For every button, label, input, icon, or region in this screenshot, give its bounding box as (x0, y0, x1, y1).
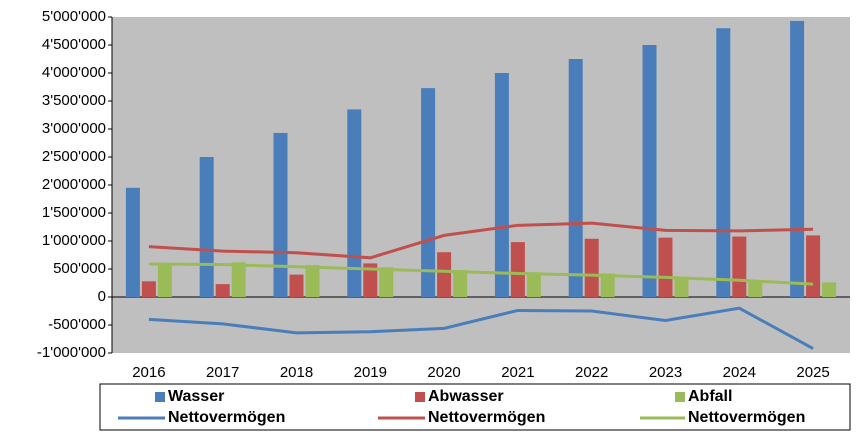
x-tick-label: 2024 (723, 364, 756, 381)
bar (584, 238, 599, 297)
bar (600, 273, 615, 297)
bar (658, 237, 673, 297)
legend-label: Wasser (168, 388, 224, 405)
bar (822, 282, 837, 297)
bar (305, 265, 320, 297)
legend-swatch (415, 392, 425, 402)
bar (289, 274, 304, 297)
legend-swatch (675, 392, 685, 402)
legend-swatch (155, 392, 165, 402)
bar (790, 20, 805, 297)
y-tick-label: 4'500'000 (42, 36, 106, 53)
bar (806, 235, 821, 297)
bar (568, 59, 583, 297)
y-tick-label: 1'500'000 (42, 204, 106, 221)
bar (510, 242, 525, 297)
x-tick-label: 2022 (575, 364, 608, 381)
x-tick-label: 2023 (649, 364, 682, 381)
line-series (148, 262, 814, 286)
bar (526, 272, 541, 297)
x-tick-label: 2017 (206, 364, 239, 381)
y-tick-label: -1'000'000 (37, 344, 106, 361)
bar (674, 276, 689, 297)
legend-label: Nettovermögen (688, 409, 805, 426)
x-tick-label: 2021 (501, 364, 534, 381)
bar (716, 28, 731, 297)
x-tick-label: 2019 (354, 364, 387, 381)
x-tick-label: 2025 (796, 364, 829, 381)
y-tick-label: 3'500'000 (42, 92, 106, 109)
bar (494, 73, 509, 297)
bar (363, 263, 378, 297)
bar (379, 267, 394, 297)
y-tick-label: 500'000 (53, 260, 106, 277)
bar (453, 270, 468, 297)
y-tick-label: 0 (98, 288, 106, 305)
line-series (148, 221, 814, 260)
y-tick-label: 1'000'000 (42, 232, 106, 249)
y-tick-label: 5'000'000 (42, 8, 106, 25)
x-tick-label: 2020 (427, 364, 460, 381)
line-series (148, 306, 814, 350)
y-tick-label: 4'000'000 (42, 64, 106, 81)
bar (273, 132, 288, 297)
legend-box (99, 383, 851, 431)
bar (732, 236, 747, 297)
bar (141, 281, 156, 297)
legend-label: Nettovermögen (168, 409, 285, 426)
bar (157, 263, 172, 297)
bar (748, 280, 763, 297)
plot-area (112, 17, 850, 353)
legend-label: Nettovermögen (428, 409, 545, 426)
x-tick-label: 2018 (280, 364, 313, 381)
bar (347, 109, 362, 298)
bar (215, 284, 230, 297)
y-tick-label: 2'500'000 (42, 148, 106, 165)
legend-label: Abwasser (428, 388, 504, 405)
bar (125, 187, 140, 297)
x-tick-label: 2016 (132, 364, 165, 381)
bar (231, 262, 246, 297)
y-tick-label: -500'000 (48, 316, 106, 333)
y-tick-label: 2'000'000 (42, 176, 106, 193)
bar (421, 88, 436, 298)
bar (642, 45, 657, 297)
y-tick-label: 3'000'000 (42, 120, 106, 137)
bar (199, 157, 214, 297)
legend-label: Abfall (688, 388, 732, 405)
bar (437, 252, 452, 297)
